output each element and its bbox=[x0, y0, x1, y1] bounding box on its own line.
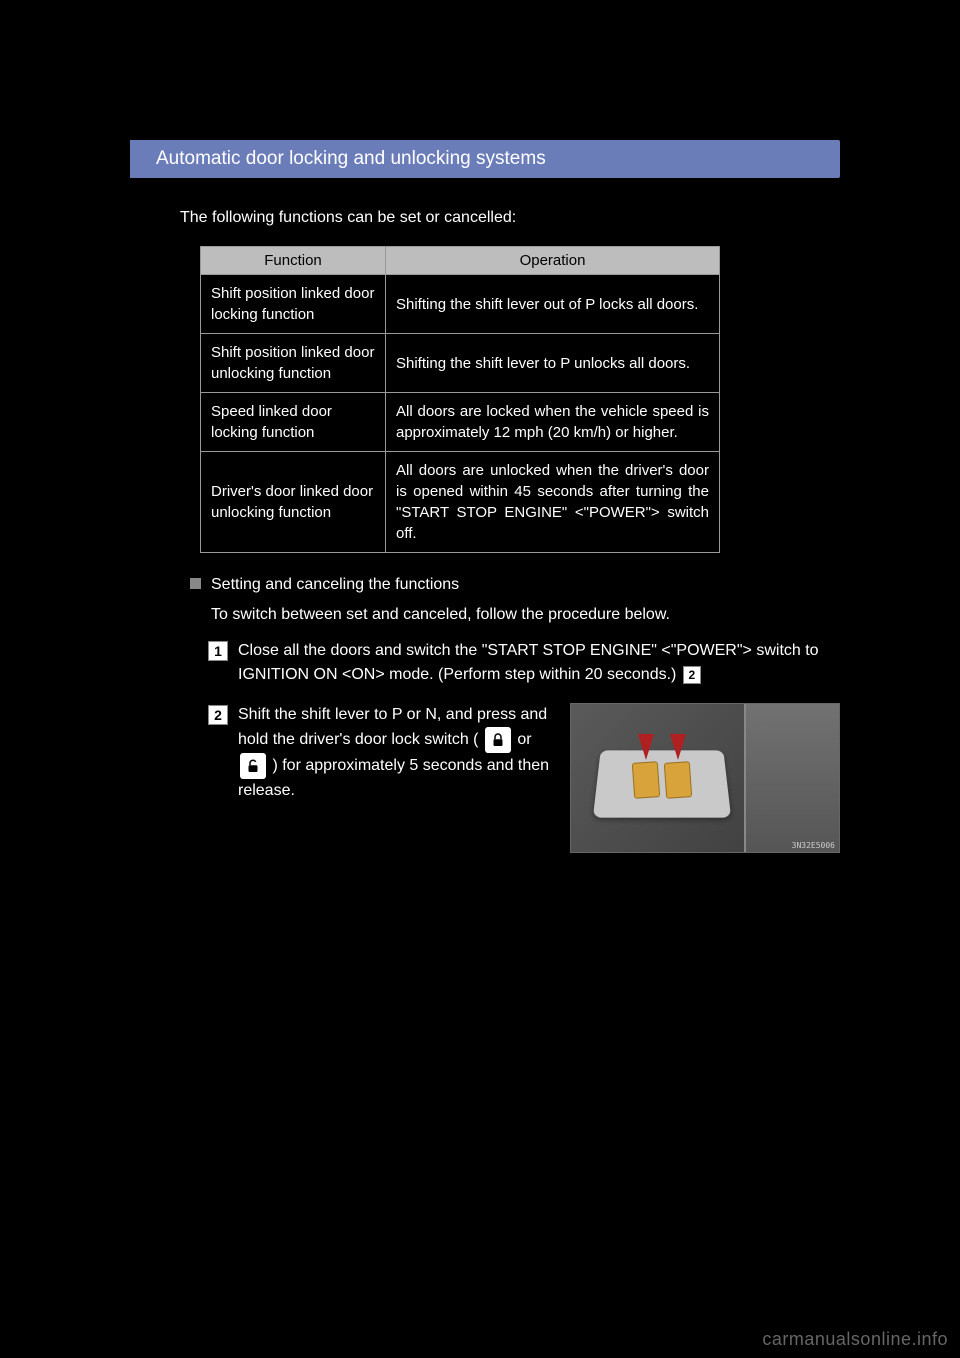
table-row: Speed linked door locking function All d… bbox=[201, 393, 720, 452]
step-2-left: 2 Shift the shift lever to P or N, and p… bbox=[190, 703, 552, 819]
step-1-body: Close all the doors and switch the "STAR… bbox=[238, 642, 819, 683]
lock-button-highlight bbox=[632, 761, 660, 799]
cell-function: Driver's door linked door unlocking func… bbox=[201, 452, 386, 553]
square-bullet-icon bbox=[190, 578, 201, 589]
functions-table: Function Operation Shift position linked… bbox=[200, 246, 720, 553]
cell-operation: All doors are locked when the vehicle sp… bbox=[386, 393, 720, 452]
table-header-row: Function Operation bbox=[201, 247, 720, 275]
step-number-icon: 2 bbox=[208, 705, 228, 725]
page: Automatic door locking and unlocking sys… bbox=[0, 0, 960, 1358]
table-row: Shift position linked door locking funct… bbox=[201, 275, 720, 334]
table-row: Shift position linked door unlocking fun… bbox=[201, 334, 720, 393]
col-header-function: Function bbox=[201, 247, 386, 275]
cell-operation: Shifting the shift lever out of P locks … bbox=[386, 275, 720, 334]
dashboard-shape bbox=[744, 704, 839, 853]
step-2: 2 Shift the shift lever to P or N, and p… bbox=[208, 703, 552, 803]
cell-operation: Shifting the shift lever to P unlocks al… bbox=[386, 334, 720, 393]
step-ref-icon: 2 bbox=[683, 666, 701, 684]
press-arrow-icon bbox=[670, 734, 686, 760]
step-1: 1 Close all the doors and switch the "ST… bbox=[208, 639, 840, 687]
sub-text: To switch between set and canceled, foll… bbox=[211, 603, 670, 627]
diagram-code: 3N32E5006 bbox=[792, 841, 835, 850]
lock-icon bbox=[485, 727, 511, 753]
step-2-text-b: or bbox=[517, 731, 531, 748]
section-heading-tab: Automatic door locking and unlocking sys… bbox=[130, 140, 840, 178]
col-header-operation: Operation bbox=[386, 247, 720, 275]
sub-section: Setting and canceling the functions To s… bbox=[190, 573, 840, 853]
door-panel-shape bbox=[593, 750, 731, 817]
step-2-right: 3N32E5006 bbox=[570, 703, 840, 853]
step-2-text: Shift the shift lever to P or N, and pre… bbox=[238, 703, 552, 803]
press-arrow-icon bbox=[638, 734, 654, 760]
step-number-icon: 1 bbox=[208, 641, 228, 661]
watermark: carmanualsonline.info bbox=[762, 1329, 948, 1350]
sub-heading: Setting and canceling the functions bbox=[211, 573, 670, 597]
sub-heading-block: Setting and canceling the functions To s… bbox=[211, 573, 670, 627]
intro-text: The following functions can be set or ca… bbox=[180, 206, 840, 230]
table-row: Driver's door linked door unlocking func… bbox=[201, 452, 720, 553]
unlock-icon bbox=[240, 753, 266, 779]
step-2-text-c: ) for approximately 5 seconds and then r… bbox=[238, 757, 549, 799]
cell-function: Shift position linked door locking funct… bbox=[201, 275, 386, 334]
tab-accent-bar bbox=[130, 140, 142, 178]
step-2-row: 2 Shift the shift lever to P or N, and p… bbox=[190, 703, 840, 853]
cell-function: Speed linked door locking function bbox=[201, 393, 386, 452]
door-switch-diagram: 3N32E5006 bbox=[570, 703, 840, 853]
sub-bullet-row: Setting and canceling the functions To s… bbox=[190, 573, 840, 627]
unlock-button-highlight bbox=[664, 761, 692, 799]
cell-function: Shift position linked door unlocking fun… bbox=[201, 334, 386, 393]
step-1-text: Close all the doors and switch the "STAR… bbox=[238, 639, 840, 687]
cell-operation: All doors are unlocked when the driver's… bbox=[386, 452, 720, 553]
section-title: Automatic door locking and unlocking sys… bbox=[142, 140, 840, 178]
